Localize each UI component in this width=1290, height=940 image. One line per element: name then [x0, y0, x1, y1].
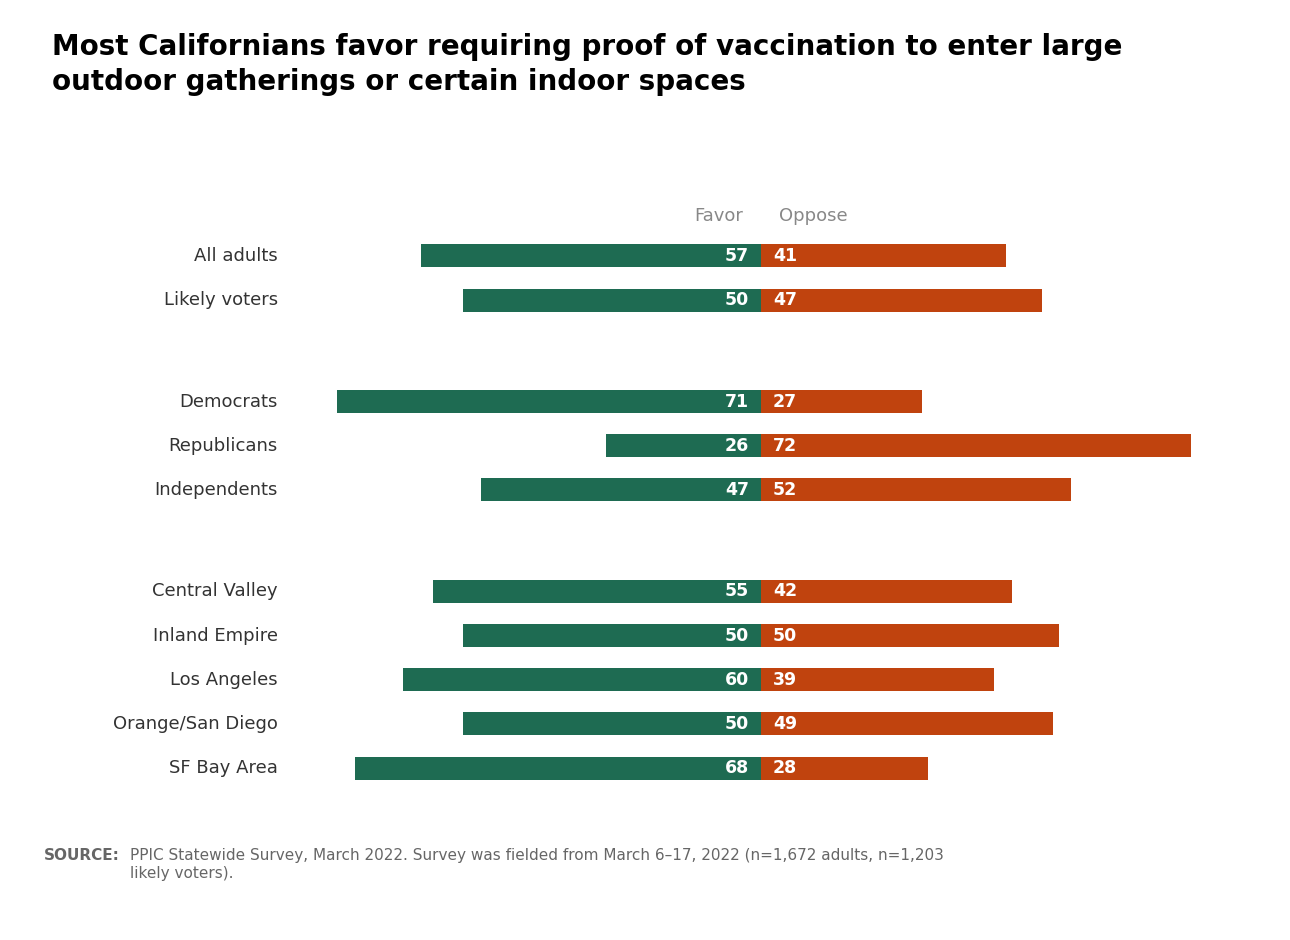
Bar — [761, 434, 1191, 457]
Bar — [761, 580, 1011, 603]
Text: 68: 68 — [725, 760, 749, 777]
Text: 50: 50 — [725, 715, 749, 733]
Bar — [481, 478, 761, 501]
Text: 60: 60 — [725, 671, 749, 689]
Text: Democrats: Democrats — [179, 393, 277, 411]
Bar — [761, 713, 1054, 735]
Text: 50: 50 — [725, 291, 749, 309]
Text: Independents: Independents — [155, 481, 277, 499]
Bar — [761, 757, 928, 779]
Text: Central Valley: Central Valley — [152, 583, 277, 601]
Text: All adults: All adults — [194, 247, 277, 265]
Text: 39: 39 — [773, 671, 797, 689]
Text: 49: 49 — [773, 715, 797, 733]
Bar — [463, 713, 761, 735]
Text: 72: 72 — [773, 437, 797, 455]
Text: 28: 28 — [773, 760, 797, 777]
Bar — [355, 757, 761, 779]
Text: 57: 57 — [725, 247, 749, 265]
Bar — [761, 478, 1071, 501]
Text: 50: 50 — [725, 627, 749, 645]
Text: Los Angeles: Los Angeles — [170, 671, 277, 689]
Text: 26: 26 — [725, 437, 749, 455]
Text: Oppose: Oppose — [779, 207, 848, 225]
Text: 52: 52 — [773, 481, 797, 499]
Text: Republicans: Republicans — [169, 437, 277, 455]
Text: 47: 47 — [725, 481, 749, 499]
Text: 71: 71 — [725, 393, 749, 411]
Text: Inland Empire: Inland Empire — [152, 627, 277, 645]
Bar — [338, 390, 761, 413]
Bar — [463, 624, 761, 647]
Text: Likely voters: Likely voters — [164, 291, 277, 309]
Bar — [606, 434, 761, 457]
Text: SOURCE:: SOURCE: — [44, 848, 120, 863]
Text: Most Californians favor requiring proof of vaccination to enter large
outdoor ga: Most Californians favor requiring proof … — [52, 33, 1122, 96]
Bar — [761, 390, 922, 413]
Text: 42: 42 — [773, 583, 797, 601]
Bar — [761, 289, 1041, 311]
Text: PPIC Statewide Survey, March 2022. Survey was fielded from March 6–17, 2022 (n=1: PPIC Statewide Survey, March 2022. Surve… — [130, 848, 944, 881]
Text: 50: 50 — [773, 627, 797, 645]
Bar — [433, 580, 761, 603]
Text: 27: 27 — [773, 393, 797, 411]
Text: Favor: Favor — [694, 207, 743, 225]
Bar — [463, 289, 761, 311]
Text: 47: 47 — [773, 291, 797, 309]
Text: 41: 41 — [773, 247, 797, 265]
Text: Orange/San Diego: Orange/San Diego — [114, 715, 277, 733]
Bar — [421, 244, 761, 267]
Bar — [761, 624, 1059, 647]
Bar — [402, 668, 761, 691]
Text: 55: 55 — [725, 583, 749, 601]
Bar — [761, 668, 993, 691]
Text: SF Bay Area: SF Bay Area — [169, 760, 277, 777]
Bar — [761, 244, 1006, 267]
